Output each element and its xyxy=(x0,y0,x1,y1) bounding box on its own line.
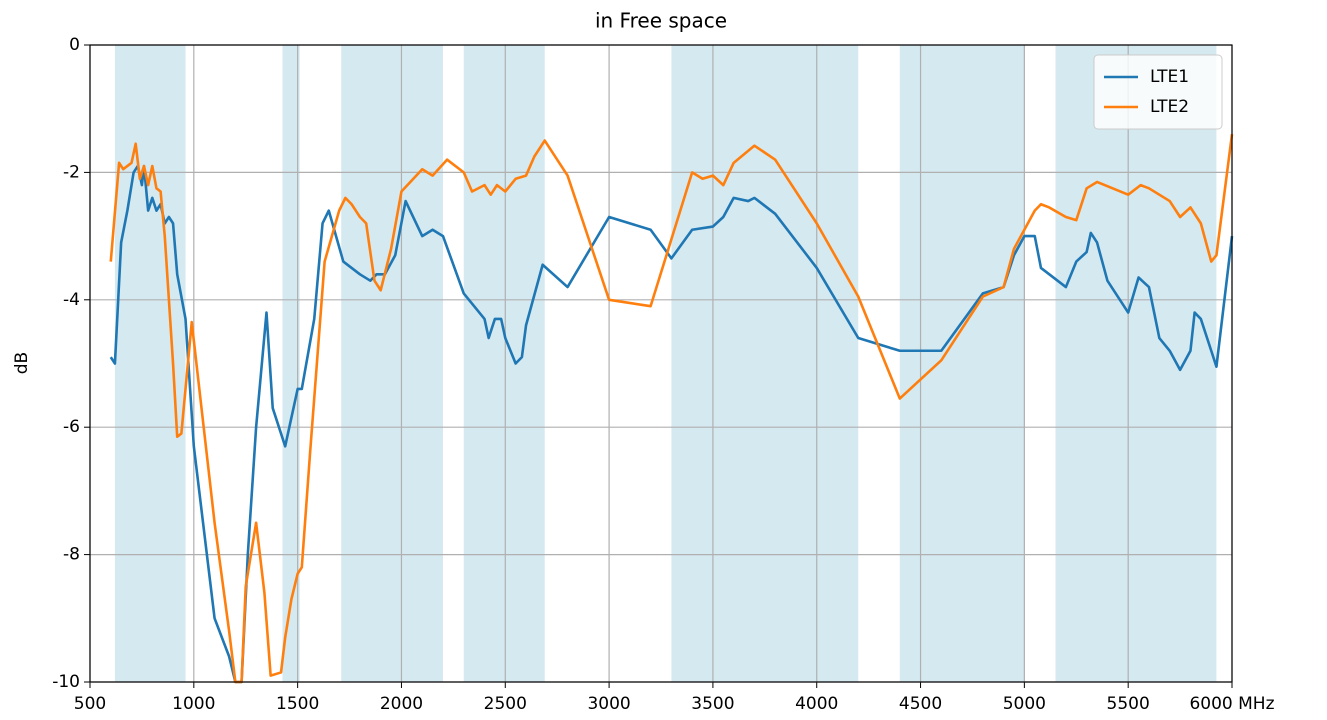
y-tick-label: -10 xyxy=(52,672,80,692)
y-axis-label: dB xyxy=(12,352,32,374)
y-tick-label: 0 xyxy=(69,35,80,55)
legend: LTE1 LTE2 xyxy=(1093,54,1223,130)
chart-title: in Free space xyxy=(595,9,727,33)
x-tick-label: 500 xyxy=(74,694,106,714)
x-tick-label: 5000 xyxy=(1003,694,1046,714)
shaded-band xyxy=(114,45,186,682)
series-line xyxy=(109,134,1234,684)
shaded-band xyxy=(671,45,859,682)
x-tick-label: 5500 xyxy=(1107,694,1150,714)
x-tick-label: 4500 xyxy=(899,694,942,714)
legend-frame xyxy=(1093,54,1223,130)
shaded-band xyxy=(282,45,300,682)
legend-label: LTE2 xyxy=(1150,97,1189,117)
legend-label: LTE1 xyxy=(1150,67,1189,87)
y-tick-label: -8 xyxy=(63,545,80,565)
x-tick-label: 1500 xyxy=(276,694,319,714)
shaded-band xyxy=(341,45,443,682)
x-tick-label: 6000 MHz xyxy=(1189,694,1274,714)
x-tick-label: 4000 xyxy=(795,694,838,714)
shaded-band xyxy=(899,45,1025,682)
shaded-band xyxy=(1055,45,1217,682)
x-tick-label: 3500 xyxy=(691,694,734,714)
x-tick-label: 3000 xyxy=(587,694,630,714)
x-tick-label: 2000 xyxy=(380,694,423,714)
y-tick-label: -2 xyxy=(63,162,80,182)
plot-frame xyxy=(89,44,1233,683)
series-line xyxy=(109,164,1234,684)
y-tick-label: -6 xyxy=(63,417,80,437)
shaded-band xyxy=(463,45,545,682)
y-tick-label: -4 xyxy=(63,290,80,310)
x-tick-label: 1000 xyxy=(172,694,215,714)
x-tick-label: 2500 xyxy=(484,694,527,714)
